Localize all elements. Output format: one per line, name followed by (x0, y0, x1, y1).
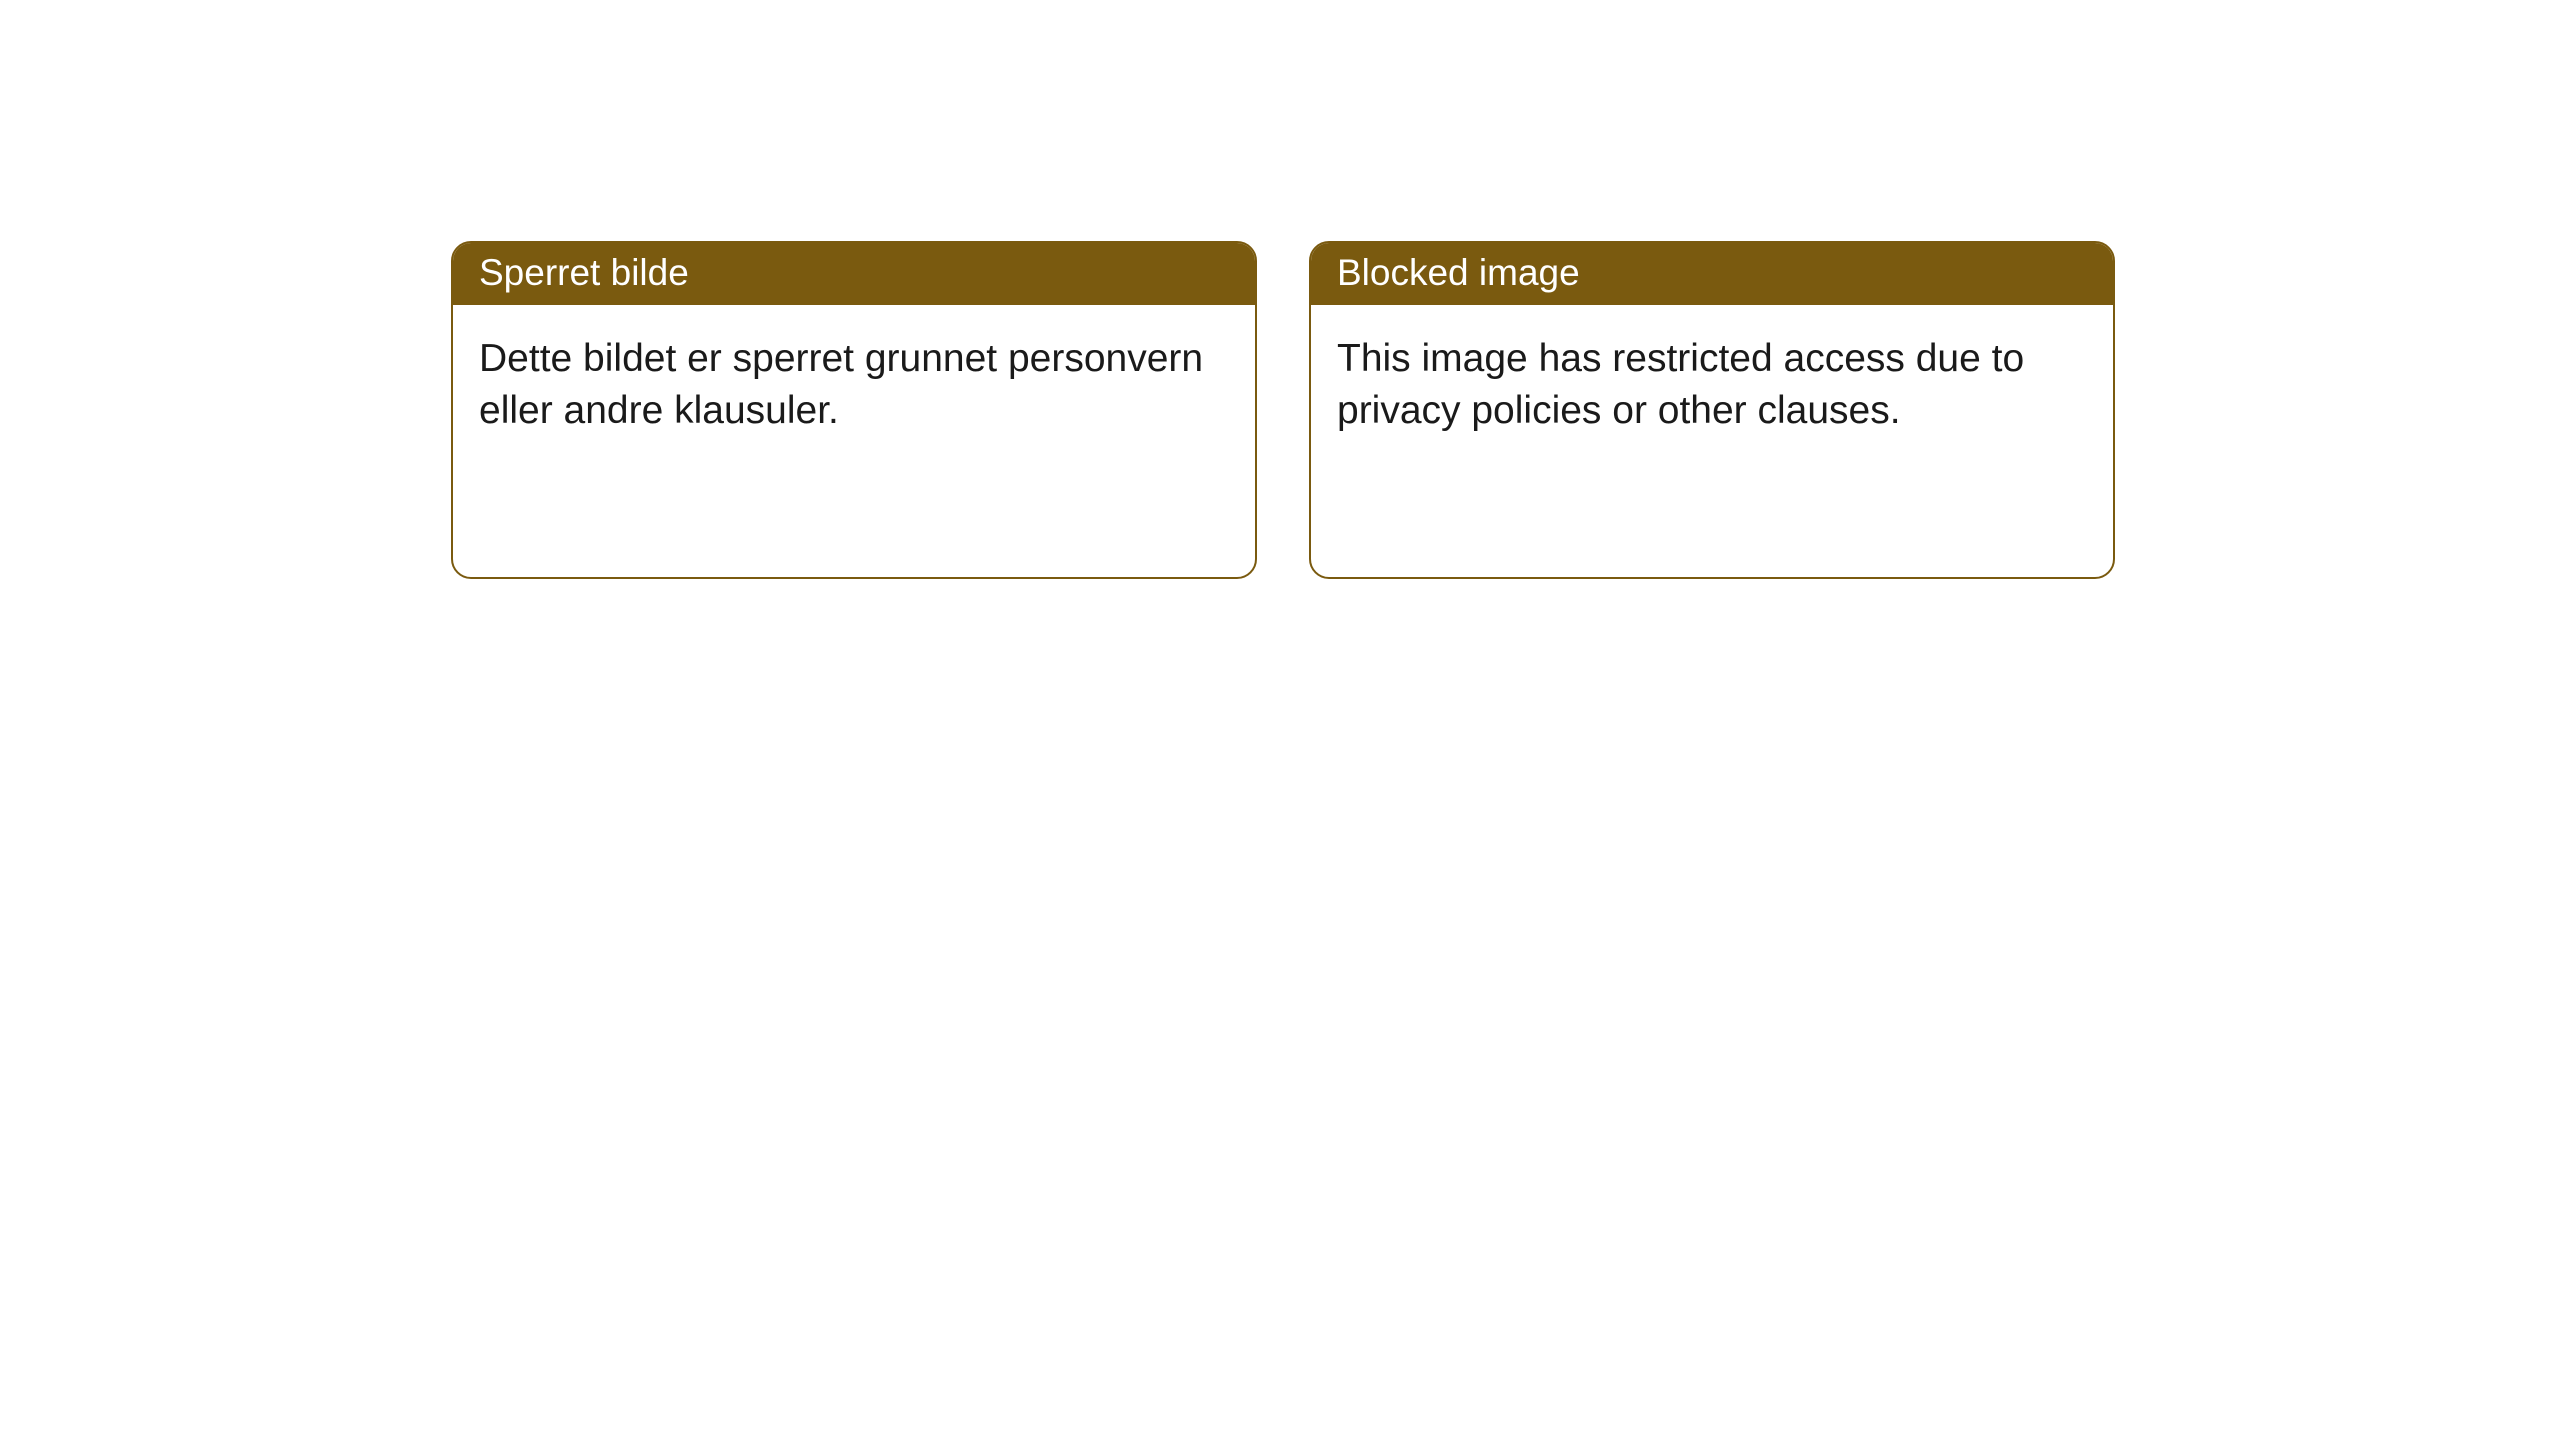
notice-box-english: Blocked image This image has restricted … (1309, 241, 2115, 579)
notice-title: Sperret bilde (479, 252, 689, 293)
notice-container: Sperret bilde Dette bildet er sperret gr… (451, 241, 2115, 579)
notice-header: Blocked image (1311, 243, 2113, 305)
notice-box-norwegian: Sperret bilde Dette bildet er sperret gr… (451, 241, 1257, 579)
notice-body: This image has restricted access due to … (1311, 305, 2113, 465)
notice-body: Dette bildet er sperret grunnet personve… (453, 305, 1255, 465)
notice-body-text: Dette bildet er sperret grunnet personve… (479, 337, 1203, 432)
notice-title: Blocked image (1337, 252, 1580, 293)
notice-body-text: This image has restricted access due to … (1337, 337, 2024, 432)
notice-header: Sperret bilde (453, 243, 1255, 305)
